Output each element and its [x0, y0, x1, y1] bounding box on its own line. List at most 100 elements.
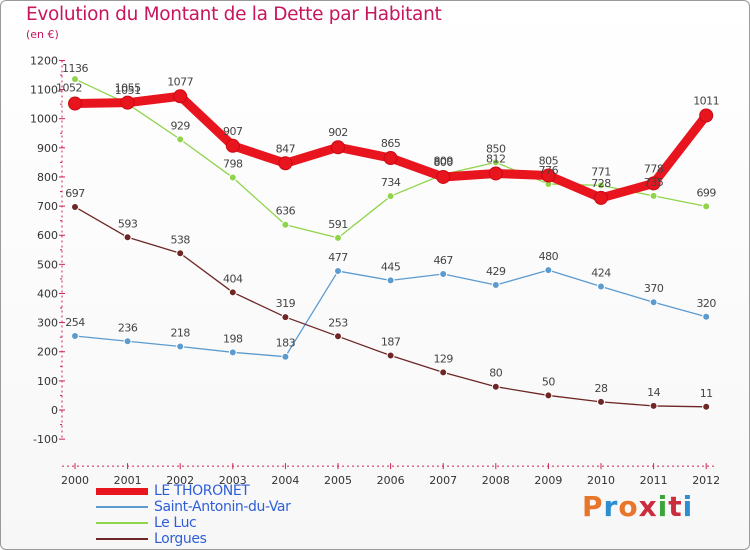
data-label: 697	[65, 187, 85, 200]
data-point	[488, 166, 503, 181]
data-label: 778	[644, 162, 664, 175]
logo-letter: i	[657, 490, 669, 523]
data-point	[439, 269, 448, 278]
data-label: 798	[223, 158, 243, 171]
data-label: 253	[328, 316, 348, 329]
x-tick-label: 2008	[482, 474, 510, 487]
data-point	[491, 158, 500, 167]
data-point	[702, 312, 711, 321]
data-point	[123, 233, 132, 242]
data-label: 809	[433, 154, 453, 167]
legend-swatch	[96, 488, 148, 495]
data-label: 636	[276, 205, 296, 218]
legend-item: Saint-Antonin-du-Var	[96, 499, 356, 515]
data-point	[123, 337, 132, 346]
data-label: 480	[539, 250, 559, 263]
data-point	[386, 351, 395, 360]
chart-unit-label: (en €)	[26, 28, 59, 41]
y-tick-label: -100	[33, 433, 58, 446]
data-point	[71, 332, 79, 341]
x-tick-label: 2007	[429, 474, 457, 487]
data-point	[228, 348, 237, 357]
data-point	[176, 342, 185, 351]
data-point	[597, 181, 605, 190]
legend-label: Le Luc	[154, 515, 197, 531]
data-point	[281, 313, 290, 322]
x-tick-label: 2010	[587, 474, 615, 487]
x-tick-label: 2002	[166, 474, 194, 487]
y-tick-label: 800	[37, 171, 58, 184]
data-label: 187	[381, 336, 401, 349]
data-point	[386, 192, 395, 201]
chart-title: Evolution du Montant de la Dette par Hab…	[26, 4, 442, 25]
data-label: 800	[433, 156, 453, 169]
data-label: 735	[644, 176, 664, 189]
data-label: 236	[118, 321, 138, 334]
data-label: 699	[696, 186, 716, 199]
data-point	[491, 382, 500, 391]
proxiti-logo: Proxiti	[582, 490, 693, 523]
data-label: 254	[65, 316, 85, 329]
data-point	[439, 368, 448, 377]
legend-swatch	[96, 506, 148, 508]
data-label: 771	[591, 165, 611, 178]
data-label: 805	[539, 155, 559, 168]
data-point	[702, 402, 711, 411]
data-point	[544, 266, 553, 275]
data-label: 812	[486, 152, 506, 165]
logo-letter: t	[668, 490, 683, 523]
data-point	[71, 202, 79, 211]
x-tick-label: 2012	[692, 474, 720, 487]
data-label: 218	[170, 326, 190, 339]
legend-label: Lorgues	[154, 531, 207, 547]
data-point	[176, 249, 185, 258]
data-point	[646, 176, 661, 191]
x-tick-label: 2009	[534, 474, 562, 487]
data-label: 198	[223, 332, 243, 345]
data-label: 865	[381, 137, 401, 150]
data-point	[334, 332, 342, 341]
data-label: 129	[433, 352, 453, 365]
data-point	[383, 151, 398, 166]
legend-item: Le Luc	[96, 515, 356, 531]
data-label: 183	[276, 337, 296, 350]
data-point	[334, 233, 342, 242]
data-point	[278, 156, 293, 171]
data-point	[176, 135, 185, 144]
data-point	[228, 288, 237, 297]
data-label: 591	[328, 218, 348, 231]
data-label: 477	[328, 251, 348, 264]
data-point	[281, 352, 290, 361]
logo-letter: i	[682, 490, 694, 523]
y-tick-label: 700	[37, 200, 58, 213]
logo-letter: r	[603, 490, 619, 523]
data-label: 28	[595, 382, 608, 395]
data-point	[491, 281, 500, 290]
data-label: 50	[542, 375, 555, 388]
y-tick-label: 900	[37, 142, 58, 155]
logo-letter: o	[618, 490, 639, 523]
data-point	[331, 140, 345, 155]
y-tick-label: 200	[37, 346, 58, 359]
legend-label: Saint-Antonin-du-Var	[154, 499, 291, 515]
data-label: 847	[276, 142, 296, 155]
data-label: 1055	[115, 82, 141, 95]
data-point	[120, 95, 135, 110]
data-label: 1011	[693, 94, 719, 107]
data-point	[699, 108, 714, 123]
data-point	[225, 138, 240, 153]
data-label: 320	[696, 297, 716, 310]
data-point	[68, 96, 82, 111]
data-point	[649, 298, 658, 307]
data-label: 370	[644, 282, 664, 295]
y-tick-label: 100	[37, 375, 58, 388]
data-label: 445	[381, 260, 401, 273]
x-tick-label: 2005	[324, 474, 352, 487]
y-tick-label: 400	[37, 287, 58, 300]
data-label: 80	[489, 367, 502, 380]
y-tick-label: 600	[37, 229, 58, 242]
data-point	[386, 276, 395, 285]
legend-item: LE THORONET	[96, 483, 356, 499]
data-point	[173, 89, 188, 104]
